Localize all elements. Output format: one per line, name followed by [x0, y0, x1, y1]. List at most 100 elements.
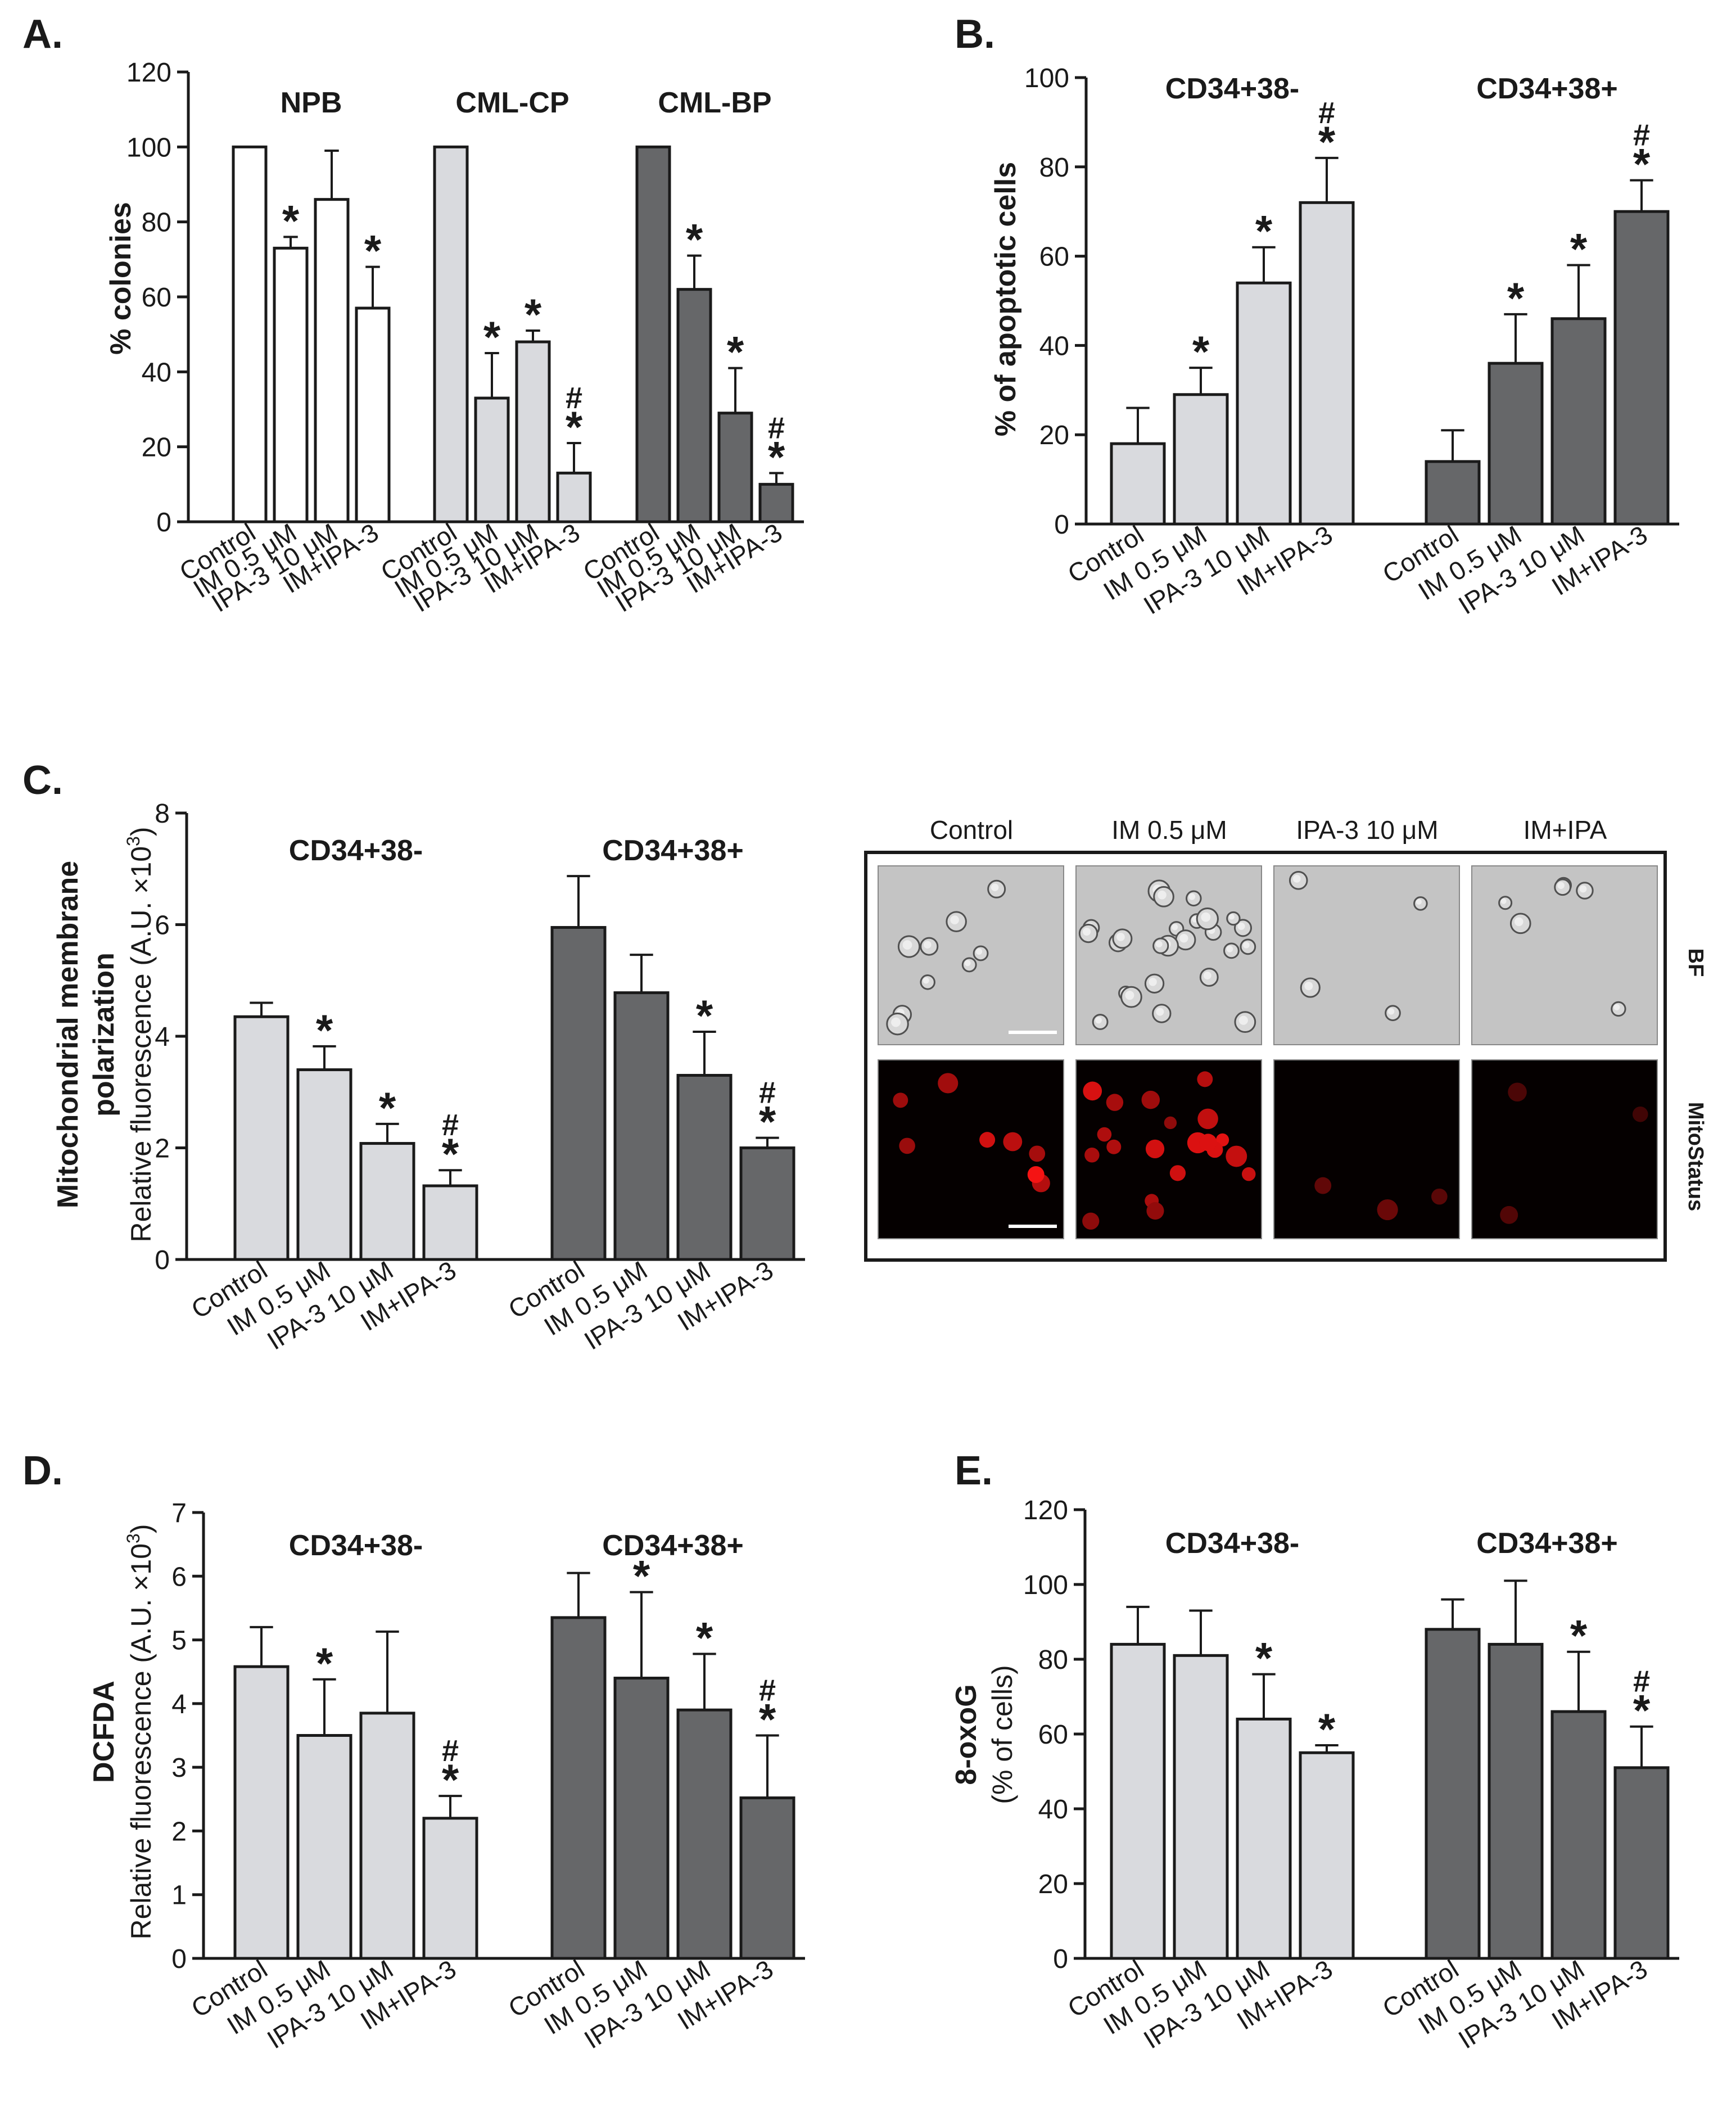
bar: [273, 246, 309, 523]
panel-b-ylabel: % of apoptotic cells: [989, 162, 1022, 436]
bar: [758, 482, 794, 523]
y-tick-label: 60: [1039, 242, 1069, 272]
significance-star: *: [379, 1083, 396, 1132]
y-tick-label: 60: [1038, 1720, 1068, 1750]
bar: [1173, 1654, 1229, 1960]
y-tick-label: 60: [142, 283, 171, 313]
significance-hash: #: [442, 1734, 459, 1768]
significance-star: *: [316, 1638, 333, 1688]
cell-highlight: [1125, 991, 1134, 1000]
group-title: CD34+38-: [289, 1529, 423, 1562]
bar: [433, 145, 469, 523]
y-tick-label: 80: [1038, 1645, 1068, 1675]
panel-c-ylabel-main2: polarization: [88, 952, 120, 1117]
significance-hash: #: [759, 1076, 776, 1110]
bar: [296, 1734, 352, 1960]
fluorescent-cell: [1141, 1090, 1160, 1109]
panel-letter-d: D.: [22, 1448, 63, 1493]
cell-highlight: [1188, 893, 1196, 900]
group-title: CD34+38+: [602, 834, 744, 867]
bar: [1299, 1751, 1355, 1960]
micrograph-row-label: MitoStatus: [1684, 1102, 1707, 1211]
bar: [233, 1665, 290, 1960]
fluorescence-tile: [1075, 1059, 1262, 1239]
cell-highlight: [1082, 927, 1091, 936]
bar: [676, 1073, 733, 1261]
cell-highlight: [1201, 912, 1211, 922]
y-tick-label: 0: [1053, 1944, 1068, 1974]
y-tick-label: 80: [142, 208, 171, 238]
cell-highlight: [1116, 932, 1125, 941]
micrograph-col-label: IPA-3 10 μM: [1296, 815, 1438, 845]
fluorescent-cell: [1242, 1167, 1256, 1181]
panel-a-ylabel: % colonies: [105, 202, 137, 355]
significance-hash: #: [1633, 1665, 1650, 1699]
cell-highlight: [975, 948, 983, 955]
group-title: NPB: [281, 87, 342, 119]
significance-star: *: [442, 1755, 459, 1804]
y-tick-label: 5: [171, 1626, 187, 1656]
significance-hash: #: [566, 381, 582, 415]
cell-highlight: [902, 940, 912, 950]
bar: [550, 1616, 607, 1960]
significance-hash: #: [1318, 96, 1335, 130]
y-tick-label: 40: [1039, 331, 1069, 361]
cell-highlight: [1149, 978, 1157, 986]
cell-highlight: [1226, 946, 1233, 952]
micrograph-images: [878, 865, 1658, 1239]
cell-highlight: [1500, 898, 1507, 904]
significance-star: *: [633, 1551, 650, 1601]
significance-star: *: [768, 432, 785, 481]
significance-star: *: [442, 1129, 459, 1179]
cell-highlight: [1557, 882, 1565, 890]
bar: [359, 1142, 415, 1261]
fluorescent-cell: [1197, 1108, 1218, 1130]
panel-c-ylabel-sup: 3: [123, 836, 143, 846]
significance-star: *: [1507, 273, 1525, 323]
significance-star: *: [1633, 1686, 1651, 1735]
bar: [1236, 1717, 1292, 1960]
y-tick-label: 8: [155, 799, 170, 829]
fluorescent-cell: [1197, 1071, 1213, 1087]
significance-star: *: [727, 327, 744, 377]
fluorescent-cell: [1029, 1145, 1046, 1162]
bar: [515, 340, 551, 523]
significance-star: *: [1318, 117, 1336, 166]
bar: [739, 1146, 795, 1261]
panel-c-ylabel-sub-text: Relative fluorescence (A.U. ×10: [125, 846, 157, 1243]
panel-e-ylabel-sub: (% of cells): [987, 1665, 1018, 1804]
fluorescent-cell: [1003, 1132, 1023, 1152]
bar: [359, 1712, 415, 1960]
cell-highlight: [964, 960, 971, 967]
y-tick-label: 40: [1038, 1795, 1068, 1825]
significance-star: *: [1570, 224, 1588, 273]
cell-highlight: [1203, 972, 1211, 979]
y-tick-label: 3: [171, 1753, 187, 1783]
fluorescent-cell: [1084, 1148, 1100, 1163]
cell-highlight: [1243, 942, 1250, 949]
significance-star: *: [1570, 1611, 1588, 1660]
bar: [1613, 210, 1670, 526]
significance-star: *: [1192, 327, 1210, 376]
bar: [1613, 1766, 1670, 1960]
y-tick-label: 20: [1039, 421, 1069, 450]
fluorescent-cell: [1082, 1212, 1100, 1230]
bar: [613, 1677, 670, 1960]
cell-highlight: [923, 941, 932, 949]
y-tick-label: 4: [155, 1022, 170, 1052]
bar: [1488, 362, 1544, 526]
cell-highlight: [1238, 1015, 1248, 1025]
panel-letter-e: E.: [955, 1448, 993, 1493]
significance-hash: #: [1633, 119, 1650, 152]
cell-highlight: [1579, 885, 1587, 893]
fluorescent-cell: [979, 1132, 996, 1148]
group-title: CML-BP: [658, 87, 771, 119]
significance-hash: #: [768, 411, 785, 445]
y-tick-label: 120: [126, 58, 171, 88]
significance-star: *: [483, 312, 501, 362]
panel-c-ylabel-main: Mitochondrial membrane: [52, 861, 84, 1208]
bar: [550, 925, 607, 1261]
panel-d-ylabel-sub-text: Relative fluorescence (A.U. ×10: [125, 1543, 157, 1940]
